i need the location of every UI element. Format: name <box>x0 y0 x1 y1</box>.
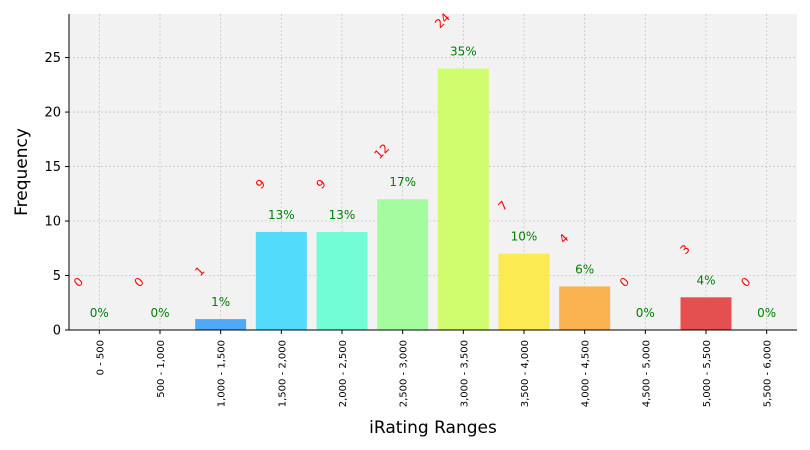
y-tick-label: 5 <box>53 269 61 284</box>
axes <box>68 14 797 331</box>
y-tick-label: 0 <box>53 324 61 339</box>
percent-labels: 0% 0% 1% 13% 13% 17% 35% 10% 6% 0% 4% 0% <box>90 44 776 320</box>
percent-label: 17% <box>389 175 416 189</box>
bar <box>377 199 429 330</box>
percent-label: 13% <box>329 208 356 222</box>
percent-label: 35% <box>450 44 477 58</box>
x-tick-label: 4,000 - 4,500 <box>581 340 592 407</box>
grid-lines <box>69 14 797 331</box>
x-tick-label: 2,500 - 3,000 <box>399 340 410 407</box>
percent-label: 1% <box>211 295 230 309</box>
x-tick-label: 1,500 - 2,000 <box>277 340 288 407</box>
percent-label: 0% <box>90 306 109 320</box>
y-axis-ticks: 0 5 10 15 20 25 <box>44 51 69 339</box>
x-axis-ticks: 0 - 500 500 - 1,000 1,000 - 1,500 1,500 - 2… <box>95 330 774 407</box>
x-tick-label: 3,500 - 4,000 <box>520 340 531 407</box>
x-tick-label: 3,000 - 3,500 <box>459 340 470 407</box>
bars <box>195 68 732 330</box>
percent-label: 6% <box>575 262 594 276</box>
x-tick-label: 5,500 - 6,000 <box>763 340 774 407</box>
y-tick-label: 10 <box>44 215 61 230</box>
bar <box>316 231 368 330</box>
x-axis-label: iRating Ranges <box>369 418 497 438</box>
y-tick-label: 25 <box>44 51 61 66</box>
x-tick-label: 0 - 500 <box>95 340 106 375</box>
bar <box>437 68 489 330</box>
percent-label: 10% <box>511 230 538 244</box>
x-tick-label: 1,000 - 1,500 <box>217 340 228 407</box>
x-tick-label: 500 - 1,000 <box>156 340 167 398</box>
y-tick-label: 15 <box>44 160 61 175</box>
x-tick-label: 5,000 - 5,500 <box>702 340 713 407</box>
bar <box>195 319 247 330</box>
bar <box>255 231 307 330</box>
x-tick-label: 2,000 - 2,500 <box>338 340 349 407</box>
bar <box>498 253 550 330</box>
percent-label: 0% <box>636 306 655 320</box>
percent-label: 13% <box>268 208 295 222</box>
bar <box>559 286 611 330</box>
percent-label: 4% <box>696 273 715 287</box>
percent-label: 0% <box>757 306 776 320</box>
y-tick-label: 20 <box>44 106 61 121</box>
percent-label: 0% <box>150 306 169 320</box>
x-tick-label: 4,500 - 5,000 <box>641 340 652 407</box>
plot-area <box>69 14 797 330</box>
bar <box>680 297 732 330</box>
y-axis-label: Frequency <box>12 128 32 216</box>
